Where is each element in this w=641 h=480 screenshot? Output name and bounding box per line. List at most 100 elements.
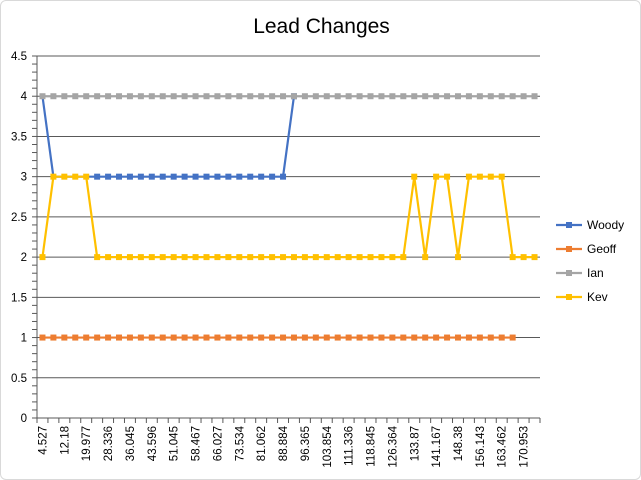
data-point [389, 93, 396, 100]
data-point [356, 334, 363, 341]
x-tick-label: 133.87 [409, 426, 421, 461]
data-point [247, 254, 254, 261]
data-point [214, 254, 221, 261]
data-point [378, 334, 385, 341]
x-tick-label: 111.336 [344, 426, 356, 466]
data-point [214, 173, 221, 180]
data-point [301, 334, 308, 341]
data-point [444, 93, 451, 100]
data-point [181, 93, 188, 100]
data-point [367, 93, 374, 100]
data-point [334, 254, 341, 261]
data-point [247, 93, 254, 100]
y-tick-label: 1.5 [11, 292, 27, 304]
data-point [312, 93, 319, 100]
x-tick-label: 88.884 [278, 425, 290, 461]
data-point [290, 93, 297, 100]
legend-marker [566, 270, 572, 276]
data-point [312, 334, 319, 341]
data-point [487, 173, 494, 180]
data-point [411, 173, 418, 180]
x-tick-label: 126.364 [387, 425, 399, 467]
data-point [280, 334, 287, 341]
data-point [39, 254, 46, 261]
y-tick-label: 0.5 [11, 373, 27, 385]
x-tick-label: 163.462 [497, 426, 509, 468]
series-line [41, 175, 535, 259]
x-tick-label: 118.845 [366, 426, 378, 467]
data-point [290, 334, 297, 341]
legend-entry-geoff: Geoff [556, 242, 617, 256]
y-tick-label: 4.5 [11, 51, 27, 63]
data-point [476, 334, 483, 341]
data-point [269, 254, 276, 261]
data-point [323, 254, 330, 261]
data-point [422, 334, 429, 341]
data-point [192, 173, 199, 180]
data-point [258, 334, 265, 341]
data-point [258, 254, 265, 261]
data-point [159, 173, 166, 180]
legend-entry-kev: Kev [556, 290, 608, 304]
data-point [148, 93, 155, 100]
data-point [476, 173, 483, 180]
data-point [225, 93, 232, 100]
data-point [323, 334, 330, 341]
data-point [116, 173, 123, 180]
data-point [94, 254, 101, 261]
data-point [181, 334, 188, 341]
data-point [356, 93, 363, 100]
data-point [509, 254, 516, 261]
data-point [61, 173, 68, 180]
data-point [137, 93, 144, 100]
data-point [422, 254, 429, 261]
data-point [444, 173, 451, 180]
y-tick-label: 3.5 [11, 131, 27, 143]
data-point [94, 334, 101, 341]
data-point [72, 93, 79, 100]
data-point [367, 334, 374, 341]
x-tick-label: 73.534 [234, 425, 246, 461]
data-point [236, 334, 243, 341]
data-point [181, 254, 188, 261]
data-point [39, 93, 46, 100]
x-tick-label: 96.365 [300, 426, 312, 461]
data-point [214, 334, 221, 341]
data-point [247, 173, 254, 180]
data-point [94, 93, 101, 100]
data-point [39, 334, 46, 341]
data-point [498, 334, 505, 341]
series-layer [39, 93, 538, 341]
data-point [531, 254, 538, 261]
legend-label: Ian [587, 266, 604, 280]
data-point [334, 93, 341, 100]
data-point [236, 93, 243, 100]
data-point [236, 254, 243, 261]
x-tick-label: 141.167 [431, 426, 443, 468]
x-tick-label: 170.953 [519, 426, 531, 468]
data-point [225, 334, 232, 341]
data-point [433, 93, 440, 100]
data-point [509, 334, 516, 341]
y-tick-label: 1 [21, 333, 27, 345]
data-point [433, 334, 440, 341]
data-point [105, 93, 112, 100]
data-point [170, 93, 177, 100]
data-point [214, 93, 221, 100]
data-point [400, 334, 407, 341]
data-point [476, 93, 483, 100]
data-point [225, 173, 232, 180]
data-point [454, 254, 461, 261]
data-point [356, 254, 363, 261]
data-point [137, 173, 144, 180]
data-point [323, 93, 330, 100]
data-point [126, 173, 133, 180]
data-point [137, 254, 144, 261]
data-point [83, 334, 90, 341]
data-point [105, 173, 112, 180]
data-point [465, 334, 472, 341]
x-tick-label: 51.045 [169, 426, 181, 461]
data-point [378, 93, 385, 100]
